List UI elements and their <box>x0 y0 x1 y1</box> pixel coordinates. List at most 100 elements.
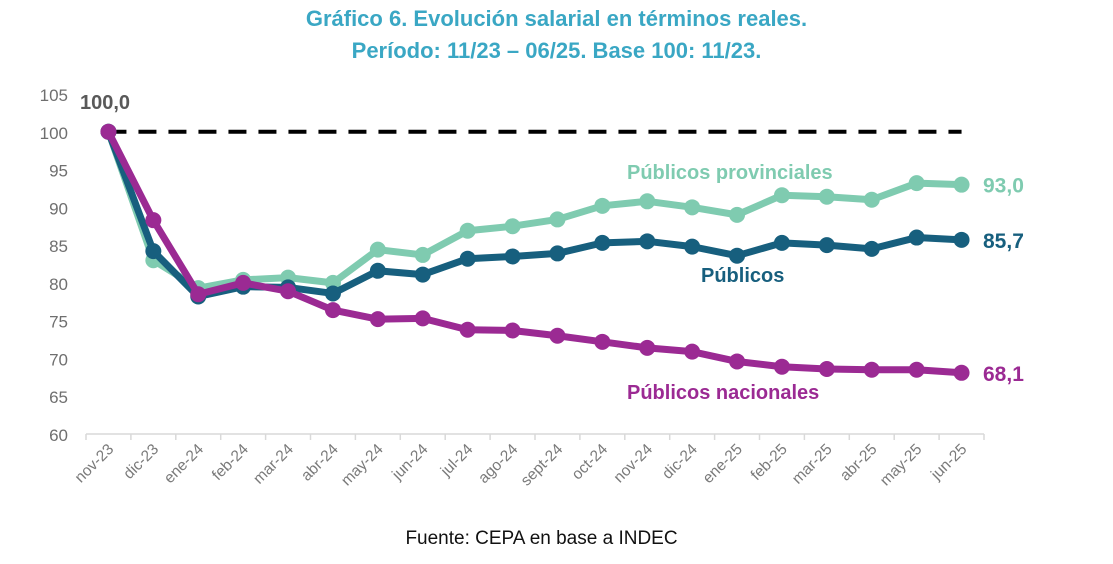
data-point <box>908 175 925 192</box>
data-point <box>549 211 566 228</box>
data-point <box>369 311 386 328</box>
data-point <box>908 229 925 246</box>
data-point <box>504 218 521 235</box>
x-tick-label: jun-24 <box>388 441 431 484</box>
chart-subtitle: Período: 11/23 – 06/25. Base 100: 11/23. <box>351 38 762 63</box>
data-point <box>729 206 746 223</box>
data-point <box>190 286 207 303</box>
x-tick-label: nov-23 <box>72 441 118 487</box>
data-point <box>100 123 117 140</box>
y-tick-label: 90 <box>49 199 68 218</box>
x-tick-label: dic-24 <box>659 441 701 483</box>
x-tick-label: feb-24 <box>209 441 252 484</box>
data-point <box>324 302 341 319</box>
y-axis: 60 65 70 75 80 85 90 95 100 105 <box>40 86 68 445</box>
data-point <box>324 285 341 302</box>
data-point <box>594 197 611 214</box>
y-tick-label: 60 <box>49 426 68 445</box>
data-point <box>863 361 880 378</box>
data-point <box>459 321 476 338</box>
data-point <box>818 237 835 254</box>
series-name-label: Públicos nacionales <box>627 382 819 404</box>
series-line <box>104 128 966 292</box>
data-point <box>459 250 476 267</box>
x-tick-label: abr-25 <box>837 441 881 485</box>
y-tick-label: 65 <box>49 388 68 407</box>
series-p-blicos-nacionales <box>100 123 970 381</box>
x-tick-label: may-24 <box>338 441 387 490</box>
data-point <box>369 262 386 279</box>
data-point <box>504 322 521 339</box>
data-point <box>684 199 701 216</box>
chart-title: Gráfico 6. Evolución salarial en término… <box>305 6 808 31</box>
y-tick-label: 95 <box>49 162 68 181</box>
data-point <box>504 248 521 265</box>
series-p-blicos-provinciales <box>100 123 970 297</box>
start-value-label: 100,0 <box>80 92 130 114</box>
y-tick-label: 70 <box>49 350 68 369</box>
y-tick-label: 80 <box>49 275 68 294</box>
data-point <box>729 247 746 264</box>
data-point <box>145 243 162 260</box>
data-point <box>684 343 701 360</box>
x-tick-label: ene-25 <box>700 441 746 487</box>
data-point <box>639 339 656 356</box>
data-point <box>235 274 252 291</box>
y-tick-label: 100 <box>40 124 68 143</box>
x-tick-label: sept-24 <box>518 441 567 490</box>
series-end-value-label: 93,0 <box>983 175 1024 198</box>
source-note: Fuente: CEPA en base a INDEC <box>405 528 678 549</box>
x-tick-label: ago-24 <box>475 441 521 487</box>
x-tick-label: feb-25 <box>748 441 791 484</box>
x-tick-label: jun-25 <box>927 441 970 484</box>
x-tick-label: mar-25 <box>789 441 836 488</box>
series-name-label: Públicos provinciales <box>627 162 833 184</box>
series-labels: 100,0 Públicos provinciales 93,0 Públicos 85… <box>80 92 1024 404</box>
x-tick-label: oct-24 <box>569 441 612 484</box>
data-point <box>549 245 566 262</box>
x-tick-label: nov-24 <box>611 441 657 487</box>
data-point <box>414 246 431 263</box>
data-point <box>908 361 925 378</box>
data-point <box>414 310 431 327</box>
data-point <box>953 231 970 248</box>
data-point <box>773 234 790 251</box>
series-end-value-label: 68,1 <box>983 363 1024 386</box>
data-point <box>818 361 835 378</box>
data-point <box>729 353 746 370</box>
y-tick-label: 105 <box>40 86 68 105</box>
data-point <box>863 240 880 257</box>
y-tick-label: 75 <box>49 313 68 332</box>
series-end-value-label: 85,7 <box>983 230 1024 253</box>
data-point <box>953 176 970 193</box>
data-point <box>639 193 656 210</box>
y-tick-label: 85 <box>49 237 68 256</box>
data-point <box>594 333 611 350</box>
series-lines <box>100 123 970 381</box>
data-point <box>145 212 162 229</box>
x-tick-label: mar-24 <box>250 441 297 488</box>
data-point <box>594 234 611 251</box>
series-p-blicos <box>100 123 970 305</box>
data-point <box>863 191 880 208</box>
data-point <box>459 222 476 239</box>
data-point <box>549 327 566 344</box>
data-point <box>414 266 431 283</box>
data-point <box>280 283 297 300</box>
data-point <box>773 187 790 204</box>
data-point <box>818 188 835 205</box>
series-name-label: Públicos <box>701 265 784 287</box>
x-tick-label: jul-24 <box>437 441 477 481</box>
data-point <box>953 364 970 381</box>
x-tick-label: may-25 <box>877 441 926 490</box>
series-line <box>104 128 966 300</box>
data-point <box>684 238 701 255</box>
x-tick-label: ene-24 <box>161 441 207 487</box>
data-point <box>773 358 790 375</box>
data-point <box>639 233 656 250</box>
x-tick-label: abr-24 <box>298 441 342 485</box>
data-point <box>369 241 386 258</box>
x-tick-label: dic-23 <box>120 441 162 483</box>
